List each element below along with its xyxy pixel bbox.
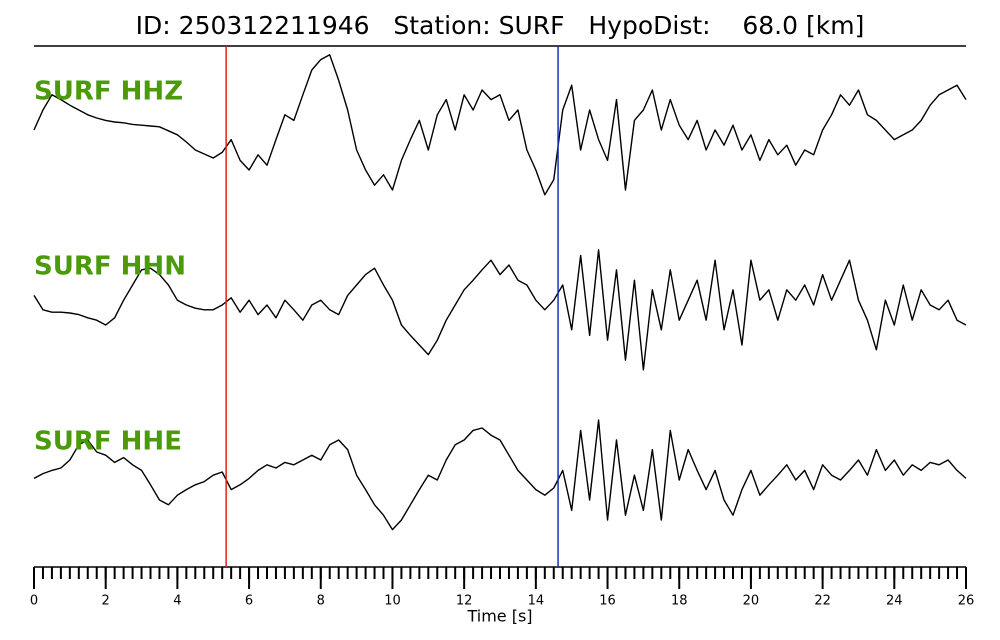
trace xyxy=(33,419,967,531)
x-tick-label: 0 xyxy=(30,594,38,609)
trace-label: SURF HHZ xyxy=(34,77,183,107)
chart-title: ID: 250312211946 Station: SURF HypoDist:… xyxy=(136,11,865,40)
x-tick-label: 4 xyxy=(173,594,181,609)
x-tick-label: 26 xyxy=(958,594,975,609)
x-tick-label: 24 xyxy=(886,594,903,609)
trace-label: SURF HHE xyxy=(34,427,182,457)
trace-label: SURF HHN xyxy=(34,252,186,282)
x-tick-label: 18 xyxy=(671,594,688,609)
x-axis-label: Time [s] xyxy=(466,607,532,626)
x-tick-label: 8 xyxy=(317,594,325,609)
x-tick-label: 20 xyxy=(743,594,760,609)
x-tick-label: 14 xyxy=(528,594,545,609)
x-tick-label: 22 xyxy=(814,594,831,609)
trace xyxy=(33,249,967,371)
x-tick-label: 6 xyxy=(245,594,253,609)
x-tick-label: 2 xyxy=(102,594,110,609)
x-tick-label: 12 xyxy=(456,594,473,609)
trace xyxy=(33,54,967,196)
x-tick-label: 16 xyxy=(599,594,616,609)
x-tick-label: 10 xyxy=(384,594,401,609)
